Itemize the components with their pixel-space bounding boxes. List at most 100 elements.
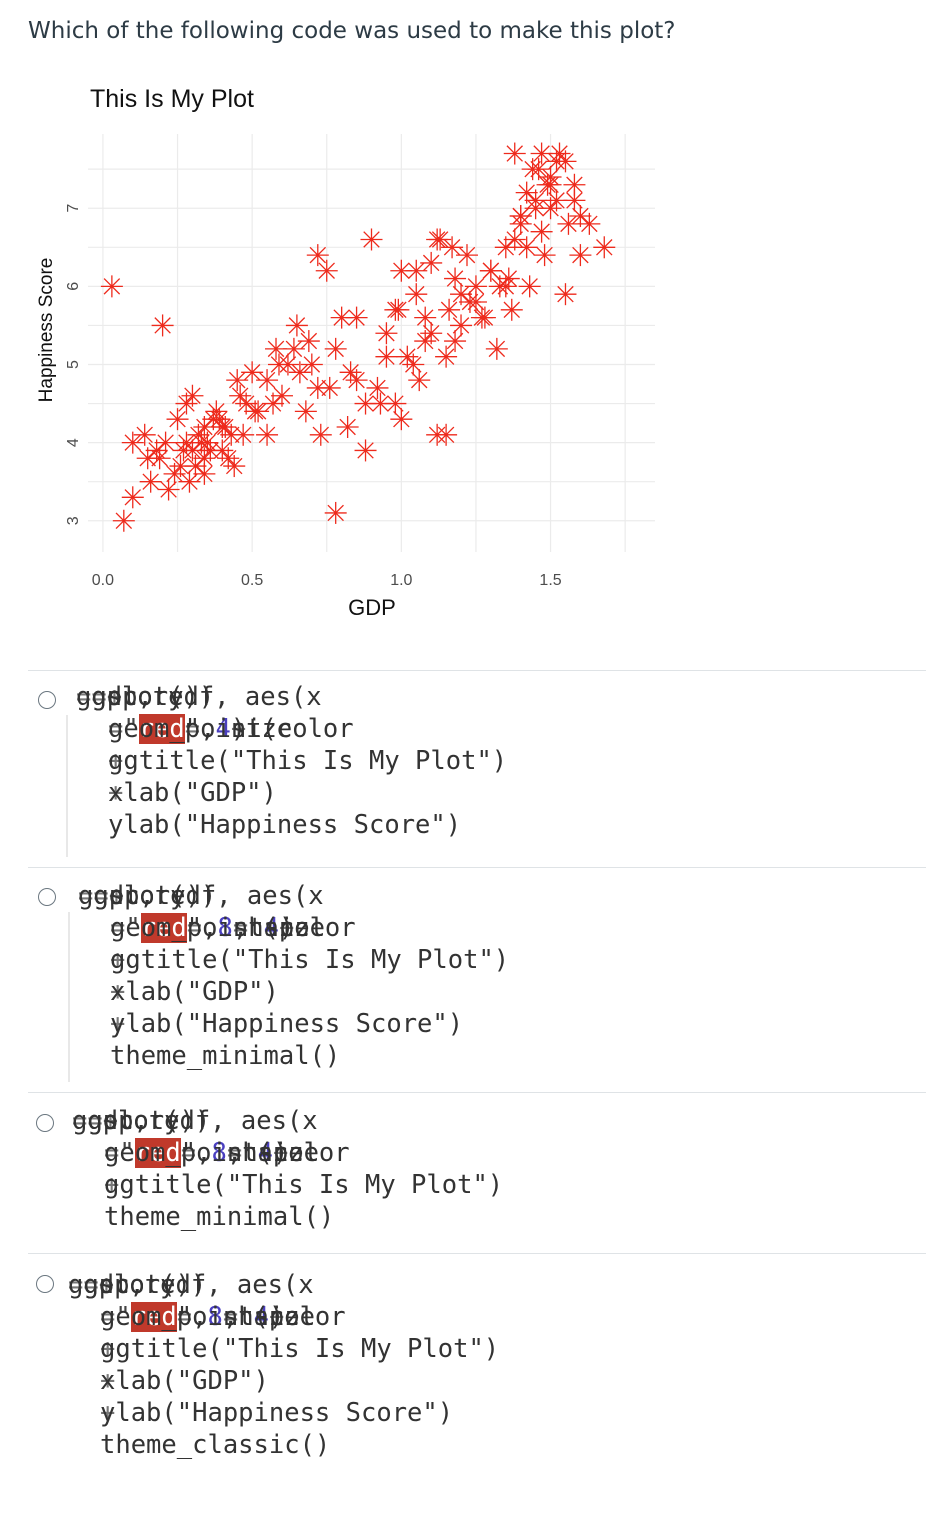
data-point [267,353,290,376]
data-point [435,423,458,446]
answer-option-4[interactable]: ggplot(df, aes(x = gdp, y = score)) + geom_po… [28,1253,926,1474]
data-point [414,306,437,329]
data-point [151,314,174,337]
data-point [270,384,293,407]
code-token: geom_point(color [104,1138,350,1168]
answer-option-2[interactable]: ggplot(df, aes(x = gdp, y = score)) + geom_po… [28,867,926,1092]
data-point [479,259,502,282]
x-tick-label: 0.0 [92,572,114,589]
code-token: = [100,1302,116,1332]
code-token: ggplot(df, aes(x [78,881,324,911]
code-token: = [83,1270,99,1300]
code-token: ylab("Happiness Score") [110,1009,479,1039]
data-point [315,259,338,282]
code-token: + [110,977,126,1007]
code-token: ggplot(df, aes(x [68,1270,314,1300]
code-token: theme_minimal() [104,1202,335,1232]
code-token: + [230,714,247,744]
x-tick-label: 0.5 [241,572,263,589]
code-token: = [226,1138,243,1168]
code-token: " [123,714,139,744]
code-token: score)) [98,1270,222,1300]
code-token: + [100,1366,116,1396]
data-point [220,423,243,446]
code-token: ) [278,913,310,943]
data-point [154,431,177,454]
data-point [163,462,186,485]
data-point [554,283,577,306]
code-token: = [91,682,107,712]
data-point [375,322,398,345]
data-point [533,244,556,267]
data-point [405,259,428,282]
y-tick-label: 4 [65,438,82,447]
data-point [256,369,279,392]
data-point [402,353,425,376]
code-line: ggplot(df, aes(x = gdp, y = score)) + [68,1269,314,1301]
data-point [515,181,538,204]
code-token: 4 [200,714,231,744]
data-point [235,392,258,415]
code-token: 4 [248,913,279,943]
plot-points [100,142,616,532]
data-point [435,345,458,368]
code-token: gdp, y [93,881,186,911]
code-token: + [272,1138,289,1168]
radio-button[interactable] [36,1114,54,1132]
code-token: + [268,1302,285,1332]
data-point [339,361,362,384]
code-token: xlab("GDP") [108,778,293,808]
chart-title: This Is My Plot [90,85,254,113]
data-point [429,228,452,251]
code-line: theme_classic() [68,1429,330,1461]
answer-option-1[interactable]: ggplot(df, aes(x = gdp, y = score)) + geom_po… [28,670,926,867]
data-point [139,470,162,493]
code-token: score)) [102,1106,226,1136]
answer-option-3[interactable]: ggplot(df, aes(x = gdp, y = score)) + geom_po… [28,1092,926,1253]
code-token: theme_minimal() [110,1041,341,1071]
data-point [121,486,144,509]
code-token: + [108,881,125,911]
data-point [441,236,464,259]
data-point [396,345,419,368]
data-point [285,314,308,337]
data-point [318,376,341,399]
data-point [593,236,616,259]
data-point [193,415,216,438]
code-token: gdp, y [83,1270,176,1300]
code-token: gdp, y [91,682,184,712]
code-line: ggtitle("This Is My Plot") + [78,944,509,976]
radio-button[interactable] [38,691,56,709]
radio-button[interactable] [38,888,56,906]
data-point [354,392,377,415]
data-point [157,478,180,501]
data-point [536,173,559,196]
data-point [464,275,487,298]
data-point [297,330,320,353]
scatter-plot: This Is My Plot 0.0 0.5 1.0 1.5 3 4 5 6 7 GDP H… [36,85,655,620]
code-line: geom_point(color ="red ", shape = 8, size … [78,912,356,944]
data-point [450,314,473,337]
data-point [420,322,443,345]
code-token: + [278,913,295,943]
radio-button[interactable] [36,1275,54,1293]
code-token: = [222,1302,239,1332]
code-token: ) [230,714,262,744]
y-tick-label: 5 [65,360,82,369]
code-token: xlab("GDP") [100,1366,285,1396]
data-point [229,384,252,407]
data-point [524,197,547,220]
code-line: ylab("Happiness Score") + [68,1397,453,1429]
data-point [494,236,517,259]
code-token: + [104,1170,120,1200]
highlighted-token: red [130,1302,177,1332]
code-line: ggplot(df, aes(x = gdp, y = score)) + [78,880,324,912]
code-token: , size [226,1138,335,1168]
code-token: ggplot(df, aes(x [72,1106,318,1136]
code-line: ggplot(df, aes(x = gdp, y = score)) + [72,1105,318,1137]
x-tick-labels: 0.0 0.5 1.0 1.5 [92,572,562,589]
data-point [444,330,467,353]
data-point [256,423,279,446]
data-point [408,369,431,392]
data-point [294,400,317,423]
